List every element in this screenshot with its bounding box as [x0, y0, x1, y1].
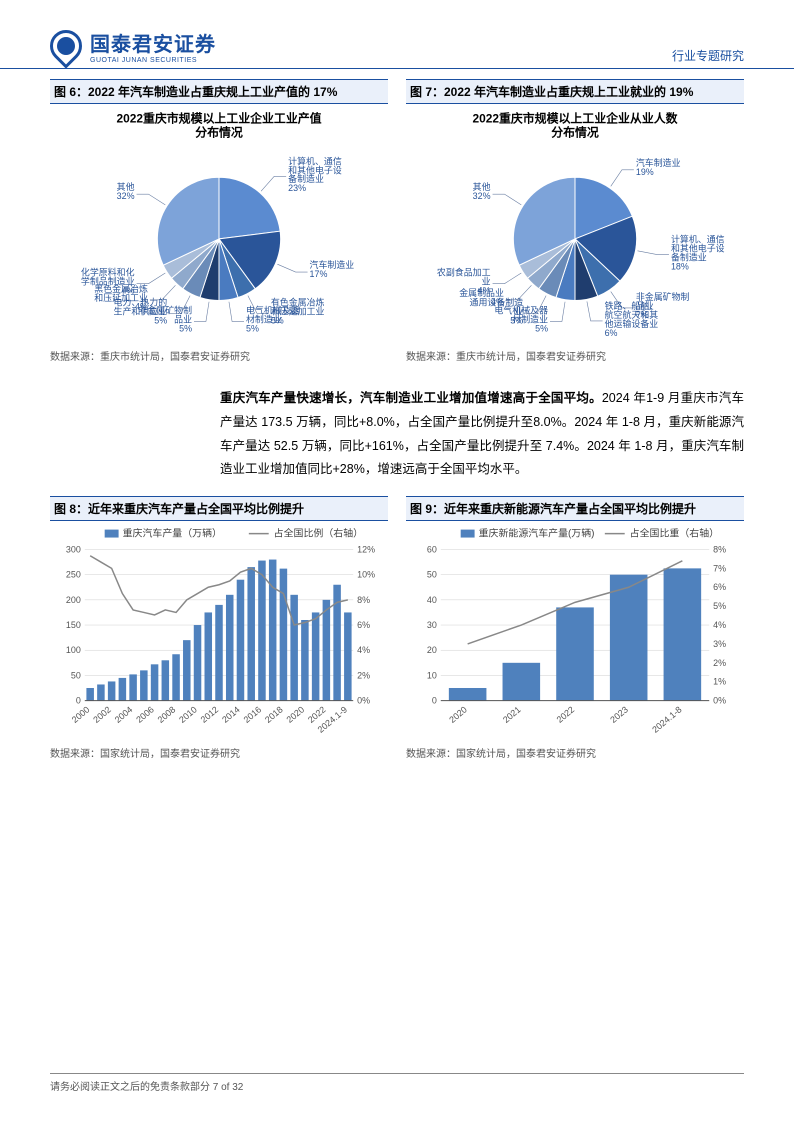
svg-text:电气机械及器材制造业5%: 电气机械及器材制造业5% [246, 304, 300, 333]
fig8-title: 图 8：近年来重庆汽车产量占全国平均比例提升 [50, 496, 388, 521]
fig8-source: 数据来源：国家统计局，国泰君安证券研究 [50, 745, 388, 760]
svg-text:200: 200 [66, 595, 81, 605]
svg-text:30: 30 [427, 620, 437, 630]
svg-text:5%: 5% [713, 601, 726, 611]
svg-text:汽车制造业19%: 汽车制造业19% [636, 157, 681, 177]
svg-text:8%: 8% [357, 595, 370, 605]
footer-page: 7 of 32 [213, 1082, 244, 1093]
svg-text:60: 60 [427, 544, 437, 554]
fig6-chart: 2022重庆市规模以上工业企业工业产值分布情况计算机、通信和其他电子设备制造业2… [50, 104, 388, 344]
doc-type: 行业专题研究 [672, 47, 744, 64]
svg-text:2023: 2023 [608, 704, 630, 724]
svg-text:2010: 2010 [177, 704, 199, 724]
svg-text:50: 50 [71, 670, 81, 680]
fig9-title: 图 9：近年来重庆新能源汽车产量占全国平均比例提升 [406, 496, 744, 521]
svg-text:2002: 2002 [91, 704, 113, 724]
svg-text:2014: 2014 [220, 704, 242, 724]
svg-text:2008: 2008 [156, 704, 178, 724]
svg-text:300: 300 [66, 544, 81, 554]
svg-text:4%: 4% [713, 620, 726, 630]
svg-text:占全国比例（右轴）: 占全国比例（右轴） [274, 527, 363, 540]
svg-text:0%: 0% [713, 696, 726, 706]
svg-text:20: 20 [427, 645, 437, 655]
svg-text:250: 250 [66, 570, 81, 580]
svg-text:2024.1-8: 2024.1-8 [650, 704, 683, 734]
svg-text:2%: 2% [357, 670, 370, 680]
svg-text:6%: 6% [357, 620, 370, 630]
fig9-source: 数据来源：国家统计局，国泰君安证券研究 [406, 745, 744, 760]
svg-text:150: 150 [66, 620, 81, 630]
fig8-chart: 重庆汽车产量（万辆） 占全国比例（右轴） 0 50 100 150 200 250 300 0% 2… [50, 521, 388, 741]
svg-text:其他32%: 其他32% [117, 181, 135, 201]
svg-text:2020: 2020 [285, 704, 307, 724]
svg-text:2022重庆市规模以上工业企业工业产值: 2022重庆市规模以上工业企业工业产值 [116, 112, 321, 126]
page-header: 国泰君安证券 GUOTAI JUNAN SECURITIES 行业专题研究 [0, 0, 794, 69]
svg-text:0: 0 [76, 696, 81, 706]
svg-text:100: 100 [66, 645, 81, 655]
svg-text:0: 0 [432, 696, 437, 706]
svg-text:10: 10 [427, 670, 437, 680]
logo: 国泰君安证券 GUOTAI JUNAN SECURITIES [50, 28, 216, 64]
svg-text:7%: 7% [713, 563, 726, 573]
page-footer: 请务必阅读正文之后的免责条款部分 7 of 32 [50, 1073, 744, 1093]
svg-text:2006: 2006 [134, 704, 156, 724]
svg-text:3%: 3% [713, 639, 726, 649]
svg-text:2018: 2018 [263, 704, 285, 724]
fig6-source: 数据来源：重庆市统计局，国泰君安证券研究 [50, 348, 388, 363]
svg-text:40: 40 [427, 595, 437, 605]
footer-text: 请务必阅读正文之后的免责条款部分 [50, 1082, 210, 1093]
svg-text:分布情况: 分布情况 [195, 126, 243, 140]
svg-text:2%: 2% [713, 658, 726, 668]
svg-text:重庆新能源汽车产量(万辆): 重庆新能源汽车产量(万辆) [479, 527, 595, 540]
svg-text:2022: 2022 [555, 704, 577, 724]
svg-text:0%: 0% [357, 696, 370, 706]
fig7-title: 图 7：2022 年汽车制造业占重庆规上工业就业的 19% [406, 79, 744, 104]
svg-text:2021: 2021 [501, 704, 523, 724]
svg-text:8%: 8% [713, 544, 726, 554]
svg-text:10%: 10% [357, 570, 375, 580]
svg-text:12%: 12% [357, 544, 375, 554]
svg-text:1%: 1% [713, 677, 726, 687]
svg-text:计算机、通信和其他电子设备制造业23%: 计算机、通信和其他电子设备制造业23% [288, 155, 342, 193]
svg-text:重庆汽车产量（万辆）: 重庆汽车产量（万辆） [123, 527, 222, 540]
svg-text:2012: 2012 [199, 704, 221, 724]
para-bold: 重庆汽车产量快速增长，汽车制造业工业增加值增速高于全国平均。 [220, 391, 602, 405]
svg-text:50: 50 [427, 570, 437, 580]
svg-text:2000: 2000 [70, 704, 92, 724]
svg-text:2004: 2004 [113, 704, 135, 724]
logo-icon [43, 23, 88, 68]
fig7-source: 数据来源：重庆市统计局，国泰君安证券研究 [406, 348, 744, 363]
svg-text:汽车制造业17%: 汽车制造业17% [310, 259, 355, 279]
svg-text:2022重庆市规模以上工业企业从业人数: 2022重庆市规模以上工业企业从业人数 [472, 112, 678, 126]
company-name-en: GUOTAI JUNAN SECURITIES [90, 57, 216, 64]
fig6-title: 图 6：2022 年汽车制造业占重庆规上工业产值的 17% [50, 79, 388, 104]
company-name-cn: 国泰君安证券 [90, 28, 216, 57]
svg-text:6%: 6% [713, 582, 726, 592]
svg-text:分布情况: 分布情况 [551, 126, 599, 140]
body-paragraph: 重庆汽车产量快速增长，汽车制造业工业增加值增速高于全国平均。2024 年1-9 … [220, 387, 744, 482]
svg-text:4%: 4% [357, 645, 370, 655]
svg-text:2016: 2016 [242, 704, 264, 724]
svg-text:铁路、船舶、航空航天和其他运输设备业6%: 铁路、船舶、航空航天和其他运输设备业6% [605, 300, 659, 338]
fig9-chart: 重庆新能源汽车产量(万辆) 占全国比重（右轴） 0 10 20 30 40 50 60 0% 1% 2… [406, 521, 744, 741]
svg-text:占全国比重（右轴）: 占全国比重（右轴） [630, 527, 719, 540]
fig7-chart: 2022重庆市规模以上工业企业从业人数分布情况汽车制造业19% 计算机、通信和其他… [406, 104, 744, 344]
svg-text:2020: 2020 [447, 704, 469, 724]
svg-text:计算机、通信和其他电子设备制造业18%: 计算机、通信和其他电子设备制造业18% [671, 234, 725, 272]
svg-text:其他32%: 其他32% [473, 181, 491, 201]
